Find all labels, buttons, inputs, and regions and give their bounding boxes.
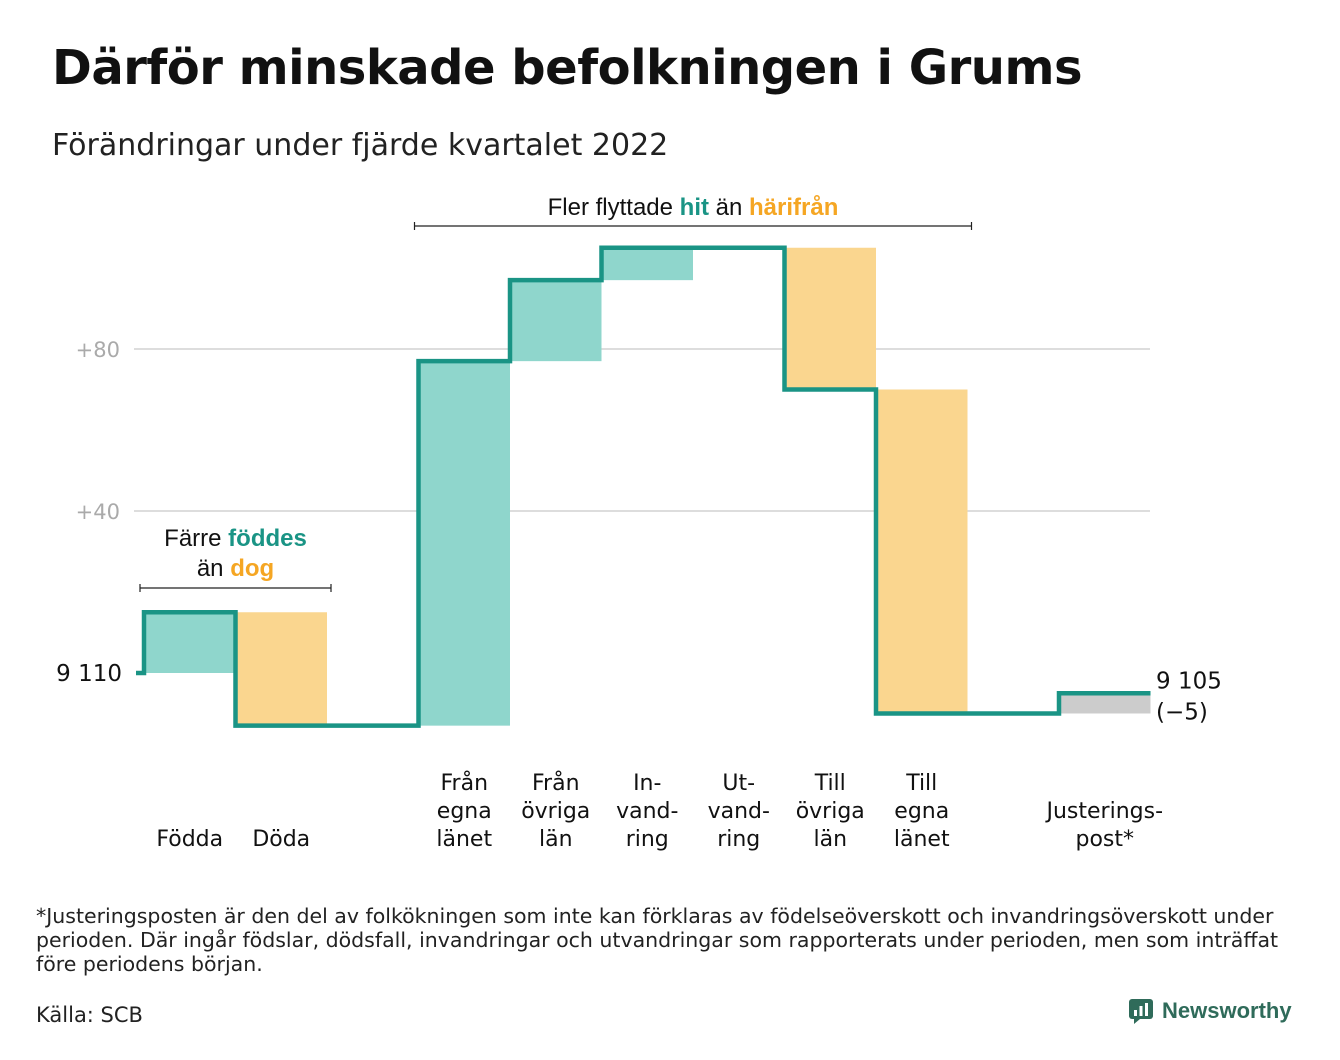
category-label: Justerings- (1044, 799, 1163, 824)
annotation-segment: än (197, 555, 230, 582)
start-value-label: 9 110 (56, 661, 122, 687)
bar-0 (144, 612, 236, 673)
end-value-label: 9 105 (1156, 668, 1222, 694)
category-label: Döda (252, 827, 310, 852)
category-label: övriga (521, 799, 590, 824)
newsworthy-brand: Newsworthy (1128, 998, 1292, 1024)
chart-subtitle: Förändringar under fjärde kvartalet 2022 (52, 128, 669, 163)
category-label: ring (626, 827, 669, 852)
category-label: Till (814, 771, 846, 796)
category-label: Till (905, 771, 937, 796)
category-label: vand- (616, 799, 678, 824)
annotation-segment: än (709, 194, 749, 221)
annotation-text: Färre föddes (164, 525, 307, 552)
bar-3 (418, 361, 510, 726)
category-label: Från (440, 770, 488, 796)
category-label: övriga (796, 799, 865, 824)
category-label: län (539, 827, 573, 852)
category-label: Från (532, 770, 580, 796)
category-label: länet (436, 827, 492, 852)
bar-5 (601, 247, 693, 281)
annotation-segment: härifrån (749, 194, 838, 221)
brand-name: Newsworthy (1162, 998, 1292, 1023)
chart-title: Därför minskade befolkningen i Grums (52, 40, 1083, 96)
annotation-segment: dog (230, 555, 274, 582)
bar-10 (1059, 693, 1151, 714)
y-tick-label: +40 (76, 500, 120, 524)
end-change-label: (−5) (1156, 699, 1208, 725)
newsworthy-logo-icon (1129, 999, 1153, 1024)
category-label: egna (894, 799, 949, 824)
annotation-segment: föddes (228, 525, 307, 552)
annotation-segment: Fler flyttade (548, 194, 680, 221)
category-label: In- (633, 771, 661, 796)
category-label: post* (1075, 827, 1134, 852)
bar-1 (235, 612, 327, 726)
annotation-segment: hit (680, 194, 709, 221)
bar-8 (876, 389, 968, 714)
category-label: länet (894, 827, 950, 852)
category-label: egna (437, 799, 492, 824)
annotation-text: Fler flyttade hit än härifrån (548, 194, 839, 221)
category-label: Ut- (722, 771, 755, 796)
y-tick-label: +80 (76, 338, 120, 362)
cumulative-line (136, 245, 1151, 728)
source-note: Källa: SCB (36, 1003, 143, 1027)
annotation-segment: Färre (164, 525, 228, 552)
category-label: vand- (708, 799, 770, 824)
category-label: ring (717, 827, 760, 852)
bar-4 (510, 280, 602, 362)
annotation-text: än dog (197, 555, 274, 582)
category-label: Födda (156, 827, 223, 852)
category-label: län (813, 827, 847, 852)
waterfall-chart: +40 +80 9 110 9 105 (−5) Födda Döda Från egna län… (56, 194, 1222, 852)
bar-7 (784, 247, 876, 390)
footnote: *Justeringsposten är den del av folkökni… (36, 904, 1279, 976)
